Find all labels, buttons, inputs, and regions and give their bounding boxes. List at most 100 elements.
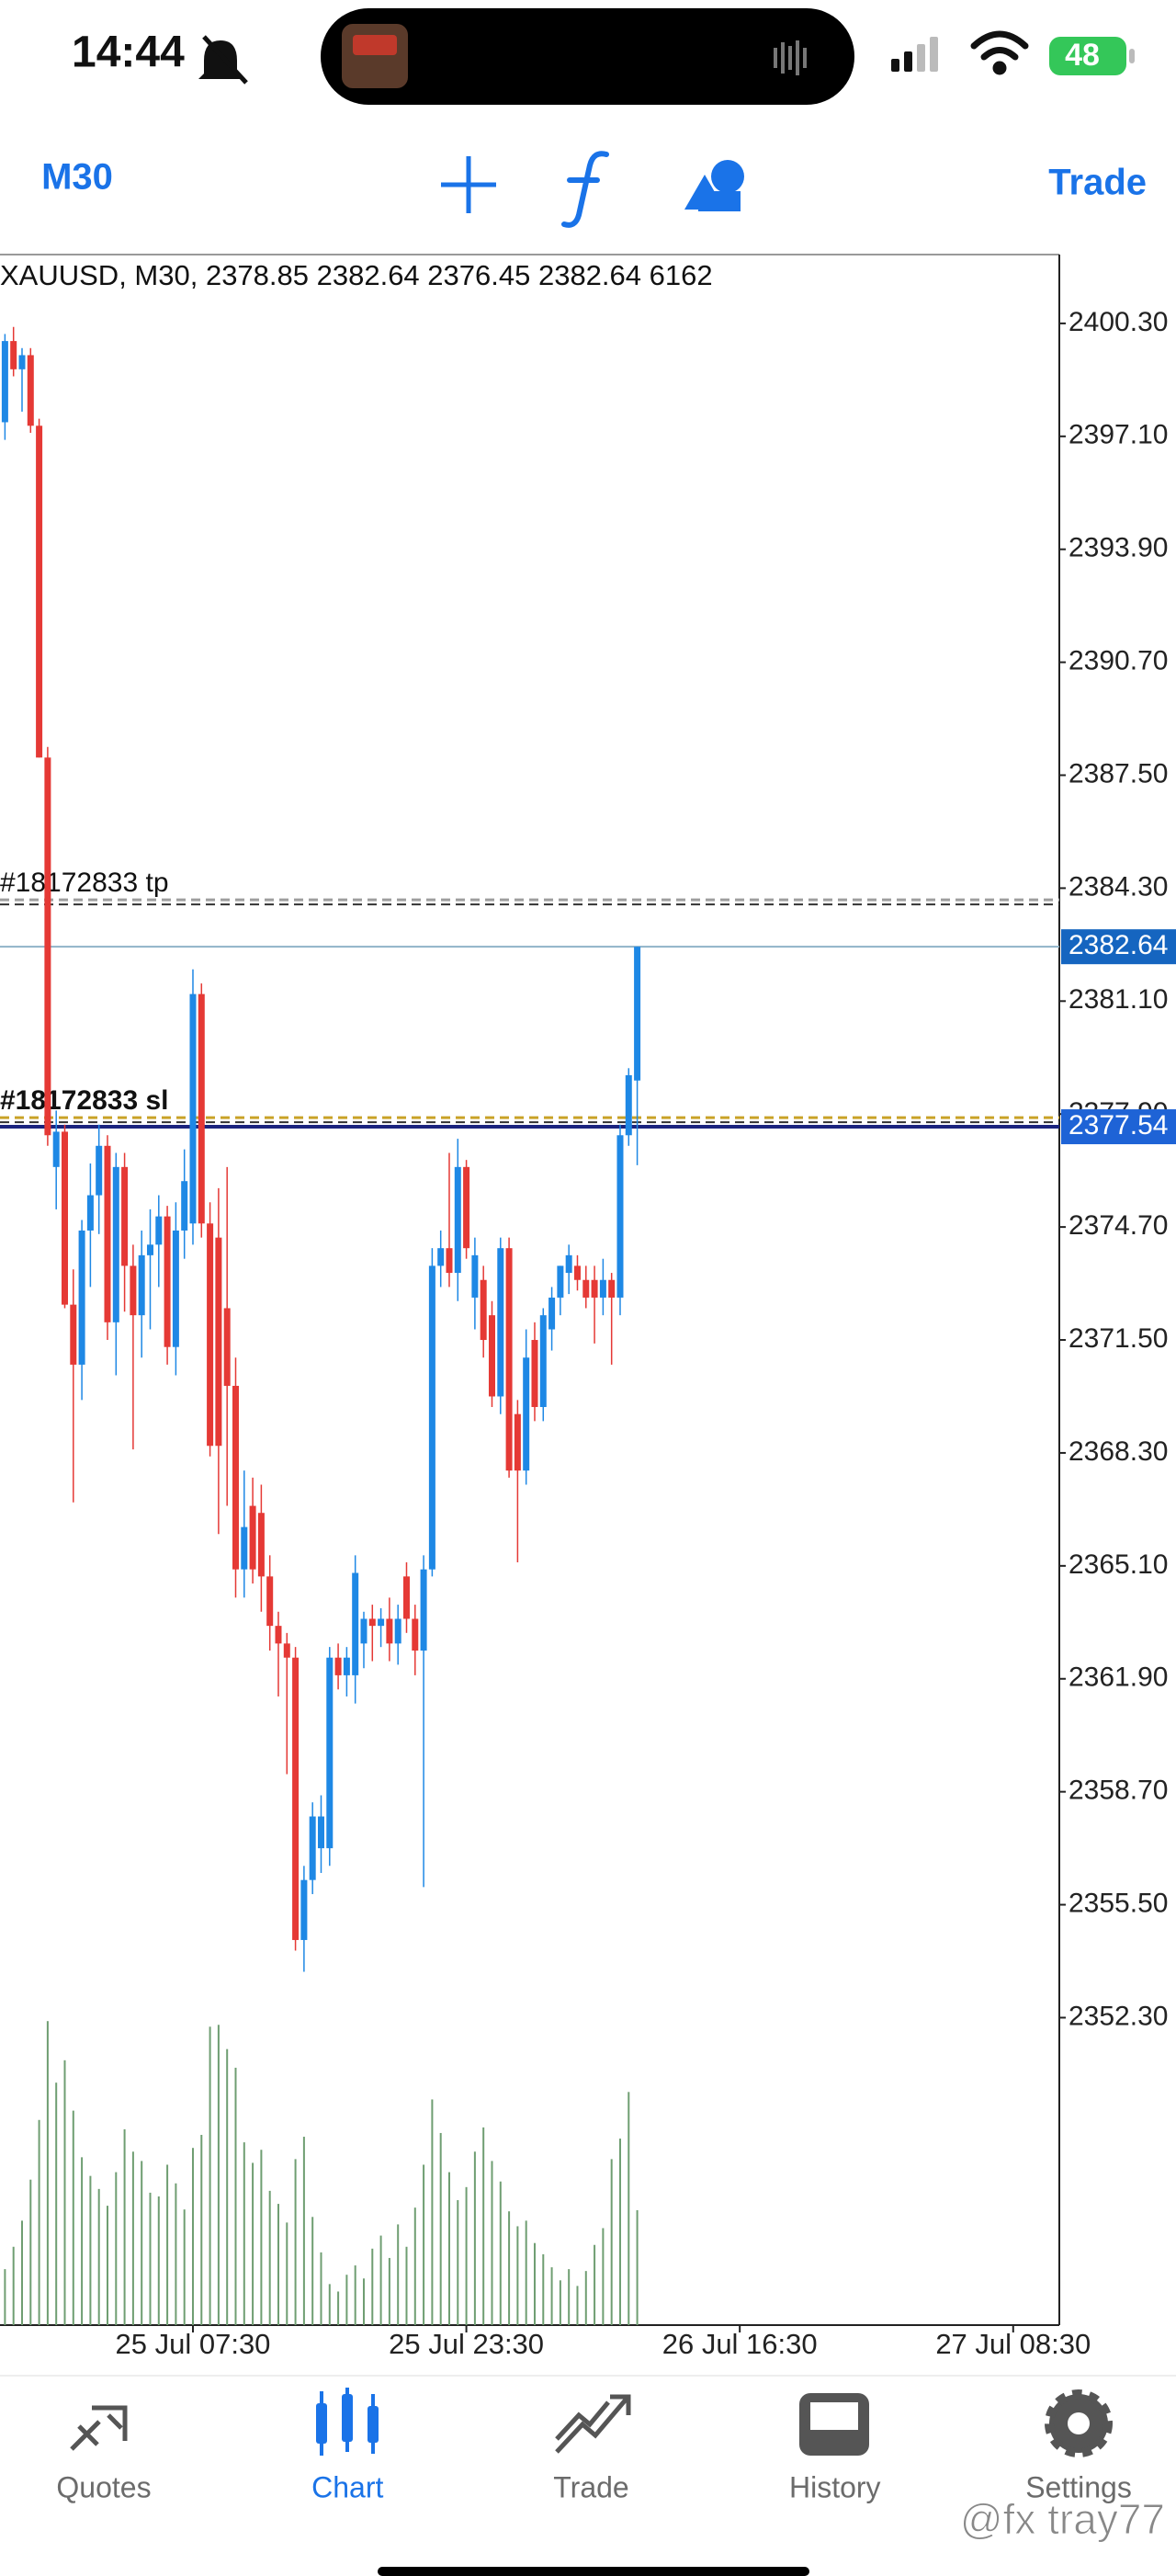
volume-bar [618,2139,621,2325]
chart-layer: #18172833 tp #18172833 sl 2400.30 2397.10 23… [0,307,1176,2360]
volume-bar [55,2082,58,2325]
candle-body [523,1357,530,1471]
volume-bar [166,2164,169,2325]
watermark: @fx tray77 [960,2495,1165,2543]
volume-bar [516,2226,519,2325]
y-tick-label: 2365.10 [1069,1549,1168,1580]
volume-bar [115,2172,118,2325]
candle-body [634,947,641,1081]
volume-bar [602,2228,605,2325]
candle-body [548,1297,556,1330]
timeframe-button[interactable]: M30 [41,157,113,198]
candle-body [386,1618,393,1644]
candle-body [86,1195,94,1231]
crosshair-button[interactable] [441,156,496,213]
volume-bar [20,2220,23,2325]
candle-body [266,1576,274,1627]
volume-bar [217,2025,220,2325]
candle-body [44,757,51,1136]
volume-bar [457,2200,459,2325]
nav-label[interactable]: History [789,2470,881,2503]
y-tick-label: 2387.50 [1069,758,1168,789]
volume-bar [423,2164,425,2325]
y-tick-label: 2371.50 [1069,1323,1168,1354]
volume-bar [439,2132,442,2325]
volume-bar [243,2142,245,2325]
candle-body [283,1643,290,1658]
volume-bar [533,2242,536,2325]
candle-body [514,1413,521,1471]
candle-body [70,1304,77,1365]
nav-labels: Quotes Chart Trade History Settings [56,2470,1131,2503]
wifi-icon [970,30,1029,75]
volume-bar [525,2220,527,2325]
volume-bar [131,2151,134,2325]
nav-label[interactable]: Trade [553,2470,628,2503]
candle-body [352,1572,359,1675]
volume-bar [594,2244,596,2325]
chart-info: XAUUSD, M30, 2378.85 2382.64 2376.45 238… [0,259,713,291]
volume-bar [4,2269,6,2325]
candle-body [155,1216,163,1245]
price-box [1061,929,1176,965]
candle-body [488,1315,495,1397]
candle-body [591,1279,598,1298]
volume-bar [413,2207,416,2325]
volume-bar [345,2275,348,2325]
island-thumbnail [342,24,408,88]
nav-label[interactable]: Quotes [56,2470,151,2503]
trade-button[interactable]: Trade [1048,163,1147,203]
indicators-button[interactable] [561,151,609,228]
volume-bar [482,2127,485,2325]
volume-bar [268,2190,271,2325]
candle-body [18,355,26,369]
candle-body [378,1618,385,1627]
volume-bar [576,2286,579,2325]
volume-bar [542,2253,545,2325]
volume-bar [636,2209,639,2325]
battery-cap [1129,49,1135,63]
clock: 14:44 [72,28,185,77]
volume-bar [388,2257,390,2325]
candle-body [78,1230,85,1365]
candle-body [412,1618,419,1651]
candle-body [104,1145,111,1322]
candle-body [164,1216,171,1347]
volume-bar [584,2271,587,2325]
nav-label[interactable]: Chart [311,2470,383,2503]
candle-body [454,1166,461,1274]
candle-body [428,1265,435,1570]
x-tick-label: 26 Jul 16:30 [662,2328,818,2360]
volume-bar [12,2246,15,2325]
volume-bar [149,2192,152,2325]
y-tick-label: 2352.30 [1069,2001,1168,2031]
y-tick-label: 2381.10 [1069,984,1168,1015]
volume-bar [29,2179,32,2325]
volume-bar [320,2252,322,2325]
candle-body [198,993,205,1224]
quotes-icon [70,2405,128,2451]
volume-bar [123,2128,126,2325]
volume-bar [499,2181,502,2325]
candle-body [582,1279,590,1298]
candle-body [61,1131,68,1305]
candle-body [27,355,34,426]
candle-body [292,1657,300,1940]
candle-body [275,1626,282,1644]
candle-body [317,1816,324,1849]
volume-bar [89,2175,92,2325]
candle-body [616,1135,624,1298]
y-tick-label: 2384.30 [1069,871,1168,902]
volume-bar [191,2148,194,2325]
y-tick-label: 2393.90 [1069,533,1168,563]
nav-label[interactable]: Settings [1025,2470,1132,2503]
order-line-label: #18172833 sl [0,1085,169,1116]
signal-icon [891,37,938,72]
battery-level: 48 [1065,38,1100,73]
objects-button[interactable] [684,160,744,211]
x-tick-label: 25 Jul 07:30 [116,2328,271,2360]
volume-bar [183,2209,186,2325]
volume-bar [175,2183,177,2325]
candle-body [36,426,43,758]
